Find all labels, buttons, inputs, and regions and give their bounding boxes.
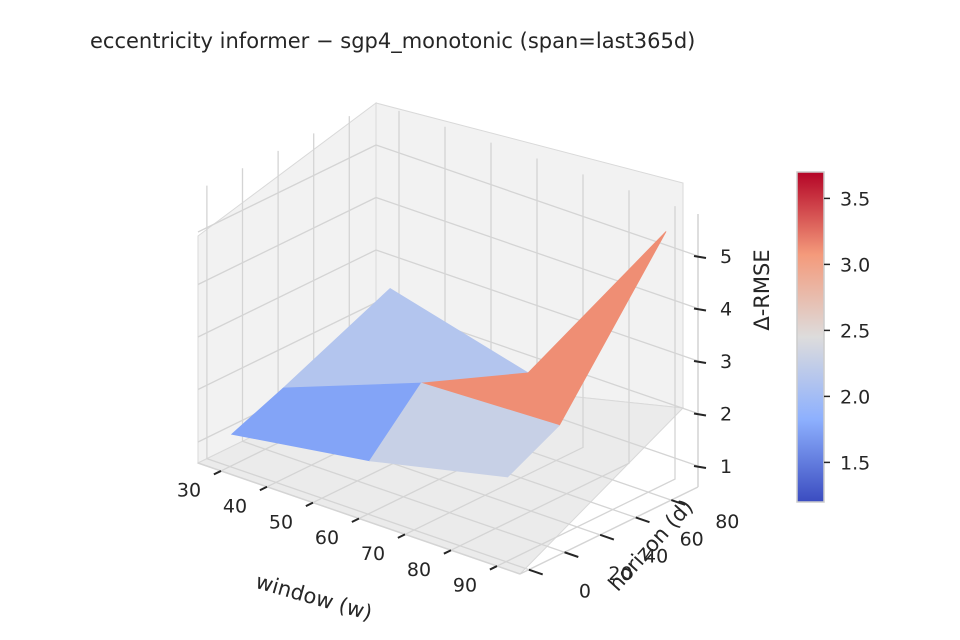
z-axis-label: Δ-RMSE [750, 249, 774, 330]
z-tick-mark [693, 360, 707, 364]
colorbar-tick-label: 3.5 [840, 188, 870, 210]
surface-plot [230, 231, 667, 478]
y-gridline [241, 168, 565, 553]
z-tick-label: 5 [720, 246, 732, 268]
y-tick-mark [599, 533, 615, 541]
colorbar-tick-label: 3.0 [840, 254, 870, 276]
z-gridline [197, 144, 699, 257]
chart-title: eccentricity informer − sgp4_monotonic (… [90, 29, 695, 54]
z-tick-label: 2 [720, 404, 732, 426]
surface-facet [369, 382, 561, 478]
x-tick-mark [443, 549, 452, 555]
z-gridline [197, 196, 699, 310]
x-tick-mark [489, 565, 498, 571]
y-tick-mark [564, 551, 579, 558]
y-tick-label: 80 [715, 511, 739, 533]
y-tick-mark [635, 516, 650, 524]
y-gridline [206, 185, 530, 571]
x-tick-mark [305, 501, 314, 508]
colorbar-tick-label: 2.5 [840, 320, 870, 342]
colorbar-tick-label: 1.5 [840, 452, 870, 474]
z-tick-mark [693, 465, 707, 469]
x-tick-mark [259, 485, 268, 492]
colorbar-ticks: 1.5 2.0 2.5 3.0 3.5 [824, 188, 870, 474]
x-gridline [496, 206, 676, 567]
gridlines [197, 110, 699, 571]
y-tick-label: 20 [608, 563, 632, 585]
x-tick-label: 60 [315, 527, 339, 549]
z-tick-mark [693, 412, 707, 417]
y-tick-label: 40 [644, 546, 668, 568]
z-tick-label: 3 [720, 351, 732, 373]
x-tick-label: 90 [453, 575, 477, 597]
x-tick-label: 50 [269, 511, 293, 533]
x-tick-label: 70 [361, 543, 385, 565]
x-axis-ticks: 30 40 50 60 70 80 90 [177, 470, 498, 597]
colorbar [796, 171, 825, 503]
x-tick-mark [397, 533, 406, 539]
x-gridline [404, 174, 584, 535]
z-tick-label: 4 [720, 299, 732, 321]
z-tick-mark [693, 255, 707, 259]
y-axis-line [519, 486, 699, 575]
y-tick-mark [528, 568, 544, 576]
x-tick-mark [351, 517, 360, 523]
y-tick-label: 60 [680, 528, 704, 550]
x-tick-label: 30 [177, 480, 201, 502]
z-axis-ticks: 1 2 3 4 5 [693, 246, 732, 478]
x-tick-label: 40 [223, 495, 247, 517]
x-axis-label: window (w) [253, 569, 375, 625]
y-axis-ticks: 0 20 40 60 80 [528, 499, 739, 603]
x-tick-label: 80 [407, 559, 431, 581]
y-tick-mark [670, 499, 686, 506]
z-tick-label: 1 [720, 456, 732, 478]
colorbar-tick-label: 2.0 [840, 386, 870, 408]
x-tick-mark [213, 470, 222, 476]
z-tick-mark [693, 307, 707, 312]
y-tick-label: 0 [579, 581, 591, 603]
